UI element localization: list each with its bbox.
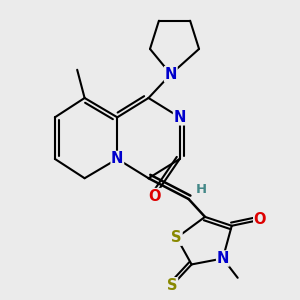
Text: O: O — [254, 212, 266, 227]
Text: N: N — [111, 152, 124, 166]
Text: N: N — [217, 251, 229, 266]
Text: S: S — [172, 230, 182, 245]
Text: H: H — [196, 183, 207, 196]
Text: O: O — [148, 189, 161, 204]
Text: N: N — [173, 110, 186, 125]
Text: N: N — [165, 67, 177, 82]
Text: S: S — [167, 278, 178, 293]
